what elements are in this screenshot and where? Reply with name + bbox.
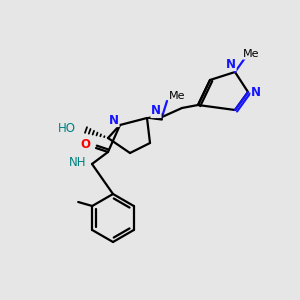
Text: HO: HO xyxy=(58,122,76,136)
Text: N: N xyxy=(151,104,161,118)
Text: Me: Me xyxy=(169,91,185,101)
Text: Me: Me xyxy=(243,49,259,59)
Polygon shape xyxy=(147,114,162,120)
Text: N: N xyxy=(251,85,261,98)
Text: O: O xyxy=(80,139,90,152)
Text: N: N xyxy=(109,113,119,127)
Text: N: N xyxy=(226,58,236,70)
Text: NH: NH xyxy=(68,157,86,169)
